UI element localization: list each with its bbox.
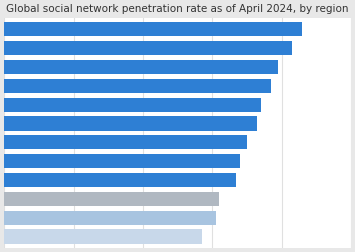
Bar <box>4 173 236 187</box>
Bar <box>4 98 261 112</box>
Bar <box>4 117 257 131</box>
Bar <box>4 42 292 56</box>
Bar <box>4 136 247 150</box>
Bar <box>4 23 302 37</box>
Bar <box>4 230 202 244</box>
Bar <box>4 61 278 75</box>
Bar <box>4 154 240 169</box>
Title: Global social network penetration rate as of April 2024, by region: Global social network penetration rate a… <box>6 4 349 14</box>
Bar <box>4 80 271 93</box>
Bar <box>4 211 215 225</box>
Bar <box>4 192 219 206</box>
